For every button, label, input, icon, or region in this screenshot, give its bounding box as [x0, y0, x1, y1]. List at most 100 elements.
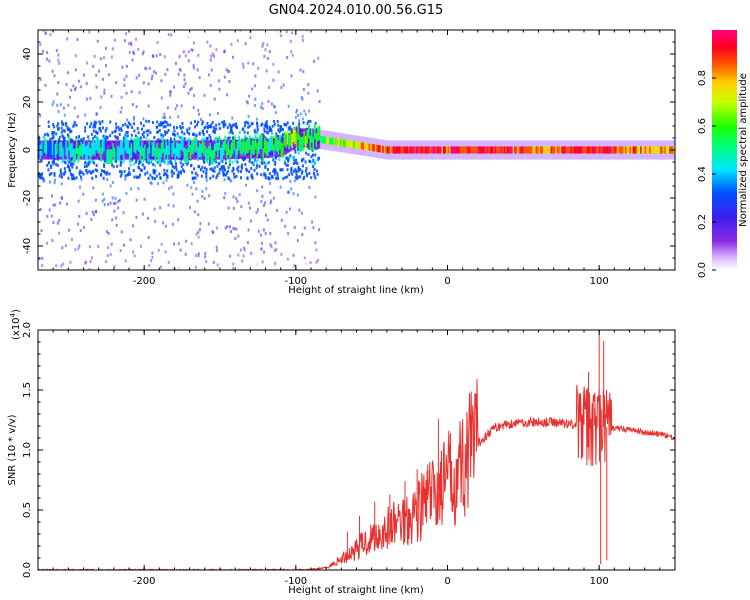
spectrogram-ridge-core	[432, 146, 435, 154]
spectrogram-cell	[54, 203, 57, 207]
spectrogram-ridge-core	[499, 146, 501, 154]
spectrogram-cell	[110, 94, 113, 98]
spectrogram-ridge-core	[656, 146, 659, 154]
spectrogram-cell	[316, 89, 319, 93]
spectrogram-cell	[263, 161, 266, 165]
spectrogram-cell	[243, 248, 246, 252]
spectrogram-cell	[113, 265, 116, 269]
spectrogram-cell	[71, 138, 74, 142]
spectrogram-cell	[192, 180, 195, 184]
spectrogram-ridge-core	[556, 146, 559, 154]
spectrogram-cell	[98, 69, 101, 73]
spectrogram-ridge-core	[376, 144, 379, 152]
spectrogram-ridge-core	[307, 124, 310, 139]
spectrogram-cell	[82, 226, 85, 230]
spectrogram-cell	[129, 238, 132, 242]
spectrogram-cell	[303, 226, 306, 230]
spectrogram-cell	[266, 56, 269, 60]
spectrogram-ridge-core	[339, 138, 342, 147]
spectrogram-ridge-core	[585, 146, 588, 154]
spectrogram-ridge-core	[241, 141, 244, 156]
spectrogram-ridge-core	[256, 142, 259, 158]
spectrogram-ridge-core	[342, 139, 345, 147]
svg-text:(x104): (x104)	[9, 309, 22, 340]
spectrogram-ridge-core	[142, 147, 145, 163]
spectrogram-cell	[52, 221, 55, 225]
spectrogram-cell	[280, 252, 283, 256]
spectrogram-cell	[182, 85, 185, 89]
spectrogram-cell	[79, 229, 82, 233]
spectrogram-cell	[155, 125, 158, 129]
spectrogram-cell	[80, 178, 83, 182]
spectrogram-cell	[78, 135, 81, 139]
spectrogram-cell	[186, 128, 189, 132]
spectrogram-cell	[250, 251, 253, 255]
spectrogram-ridge-core	[482, 146, 485, 154]
colorbar-tick-label: 0.2	[697, 214, 708, 230]
spectrogram-cell	[310, 155, 313, 159]
spectrogram-cell	[162, 159, 165, 163]
spectrogram-cell	[116, 137, 119, 141]
spectrogram-cell	[50, 214, 53, 218]
spectrogram-cell	[75, 166, 78, 170]
spectrogram-ridge-core	[247, 138, 250, 154]
spectrogram-cell	[203, 166, 206, 170]
spectrogram-cell	[193, 167, 196, 171]
spectrogram-cell	[197, 252, 200, 256]
spectrogram-ridge-core	[198, 142, 201, 158]
spectrogram-cell	[272, 104, 275, 108]
spectrogram-cell	[162, 173, 165, 177]
spectrogram-ridge-core	[555, 146, 557, 154]
spectrogram-cell	[296, 193, 299, 197]
colorbar-label: Normalized spectral amplitude	[738, 73, 749, 227]
spectrogram-cell	[141, 52, 144, 56]
spectrogram-cell	[228, 80, 231, 84]
spectrogram-cell	[275, 176, 278, 180]
spectrogram-cell	[249, 219, 252, 223]
spectrogram-cell	[76, 37, 79, 41]
spectrogram-ridge-core	[435, 146, 438, 154]
spectrogram-cell	[248, 160, 251, 164]
spectrogram-cell	[42, 135, 45, 139]
spectrogram-cell	[136, 126, 139, 130]
spectrogram-cell	[250, 175, 253, 179]
spectrogram-cell	[193, 176, 196, 180]
spectrogram-cell	[202, 132, 205, 136]
spectrogram-cell	[151, 176, 154, 180]
spectrogram-cell	[292, 192, 295, 196]
spectrogram-ridge-core	[171, 143, 174, 158]
spectrogram-cell	[151, 255, 154, 259]
spectrogram-cell	[90, 132, 93, 136]
spectrogram-ridge-core	[579, 146, 582, 154]
spectrogram-ridge-core	[659, 146, 662, 154]
spectrogram-cell	[212, 174, 215, 178]
spectrogram-cell	[102, 56, 105, 60]
colorbar-ticks: 0.00.20.40.60.8	[697, 70, 716, 278]
spectrogram-cell	[293, 158, 296, 162]
spectrogram-cell	[239, 217, 242, 221]
spectrogram-cell	[242, 65, 245, 69]
spectrogram-ridge-core	[191, 140, 193, 155]
spectrogram-cell	[273, 119, 276, 123]
spectrogram-cell	[197, 165, 200, 169]
spectrogram-cell	[39, 43, 42, 47]
spectrogram-cell	[138, 73, 141, 77]
spectrogram-cell	[244, 135, 247, 139]
spectrogram-cell	[230, 125, 233, 129]
spectrogram-cell	[139, 173, 142, 177]
spectrogram-ridge-core	[220, 147, 222, 163]
spectrogram-ridge-core	[471, 146, 474, 154]
spectrogram-cell	[266, 43, 269, 47]
spectrogram-cell	[179, 126, 182, 130]
spectrogram-cell	[68, 228, 71, 232]
spectrogram-cell	[115, 223, 118, 227]
spectrogram-ridge-core	[497, 146, 500, 154]
spectrogram-ridge-core	[615, 146, 618, 154]
spectrogram-ridge-core	[379, 145, 382, 153]
spectrogram-cell	[280, 34, 283, 38]
spectrogram-cell	[85, 97, 88, 101]
spectrogram-cell	[286, 56, 289, 60]
spectrogram-cell	[118, 198, 121, 202]
spectrogram-cell	[197, 108, 200, 112]
